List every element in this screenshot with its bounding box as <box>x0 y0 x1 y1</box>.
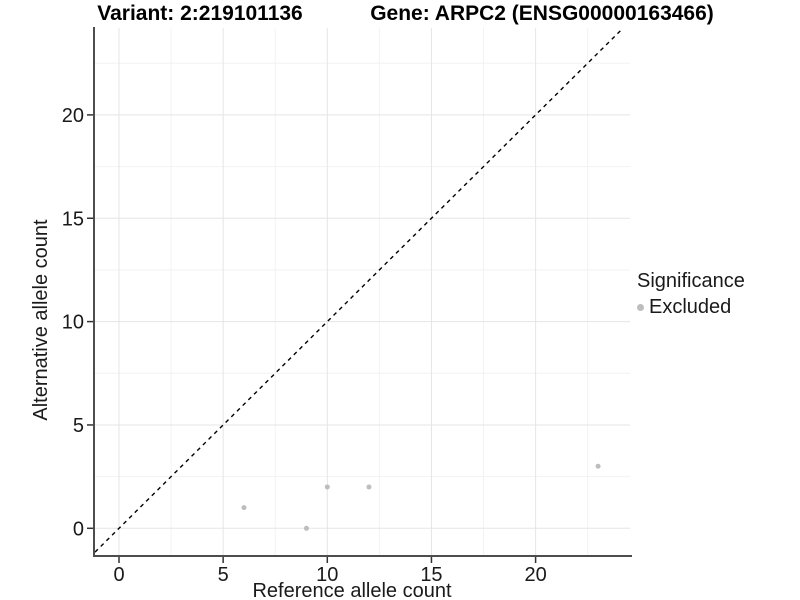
legend-title: Significance <box>637 270 745 292</box>
data-point <box>241 505 247 511</box>
y-axis-label: Alternative allele count <box>30 219 52 421</box>
y-tick-label: 10 <box>62 312 84 334</box>
identity-line <box>94 27 624 553</box>
legend-item-label: Excluded <box>649 296 732 318</box>
legend-marker-dot-icon <box>637 304 644 311</box>
data-point <box>366 484 372 490</box>
legend-item: Excluded <box>637 296 745 319</box>
data-point <box>303 525 309 531</box>
y-tick-label: 5 <box>73 415 84 437</box>
x-tick-label: 10 <box>316 564 338 586</box>
y-tick-label: 15 <box>62 208 84 230</box>
x-tick-label: 0 <box>113 564 124 586</box>
y-tick-label: 0 <box>73 518 84 540</box>
data-point <box>324 484 330 490</box>
gene-title: Gene: ARPC2 (ENSG00000163466) <box>370 2 714 25</box>
variant-title: Variant: 2:219101136 <box>97 2 303 25</box>
x-tick-label: 15 <box>420 564 442 586</box>
y-tick-label: 20 <box>62 105 84 127</box>
x-axis-label: Reference allele count <box>252 580 452 600</box>
x-tick-label: 20 <box>524 564 546 586</box>
legend: Significance Excluded <box>637 270 745 319</box>
x-tick-label: 5 <box>218 564 229 586</box>
data-point <box>595 463 601 469</box>
